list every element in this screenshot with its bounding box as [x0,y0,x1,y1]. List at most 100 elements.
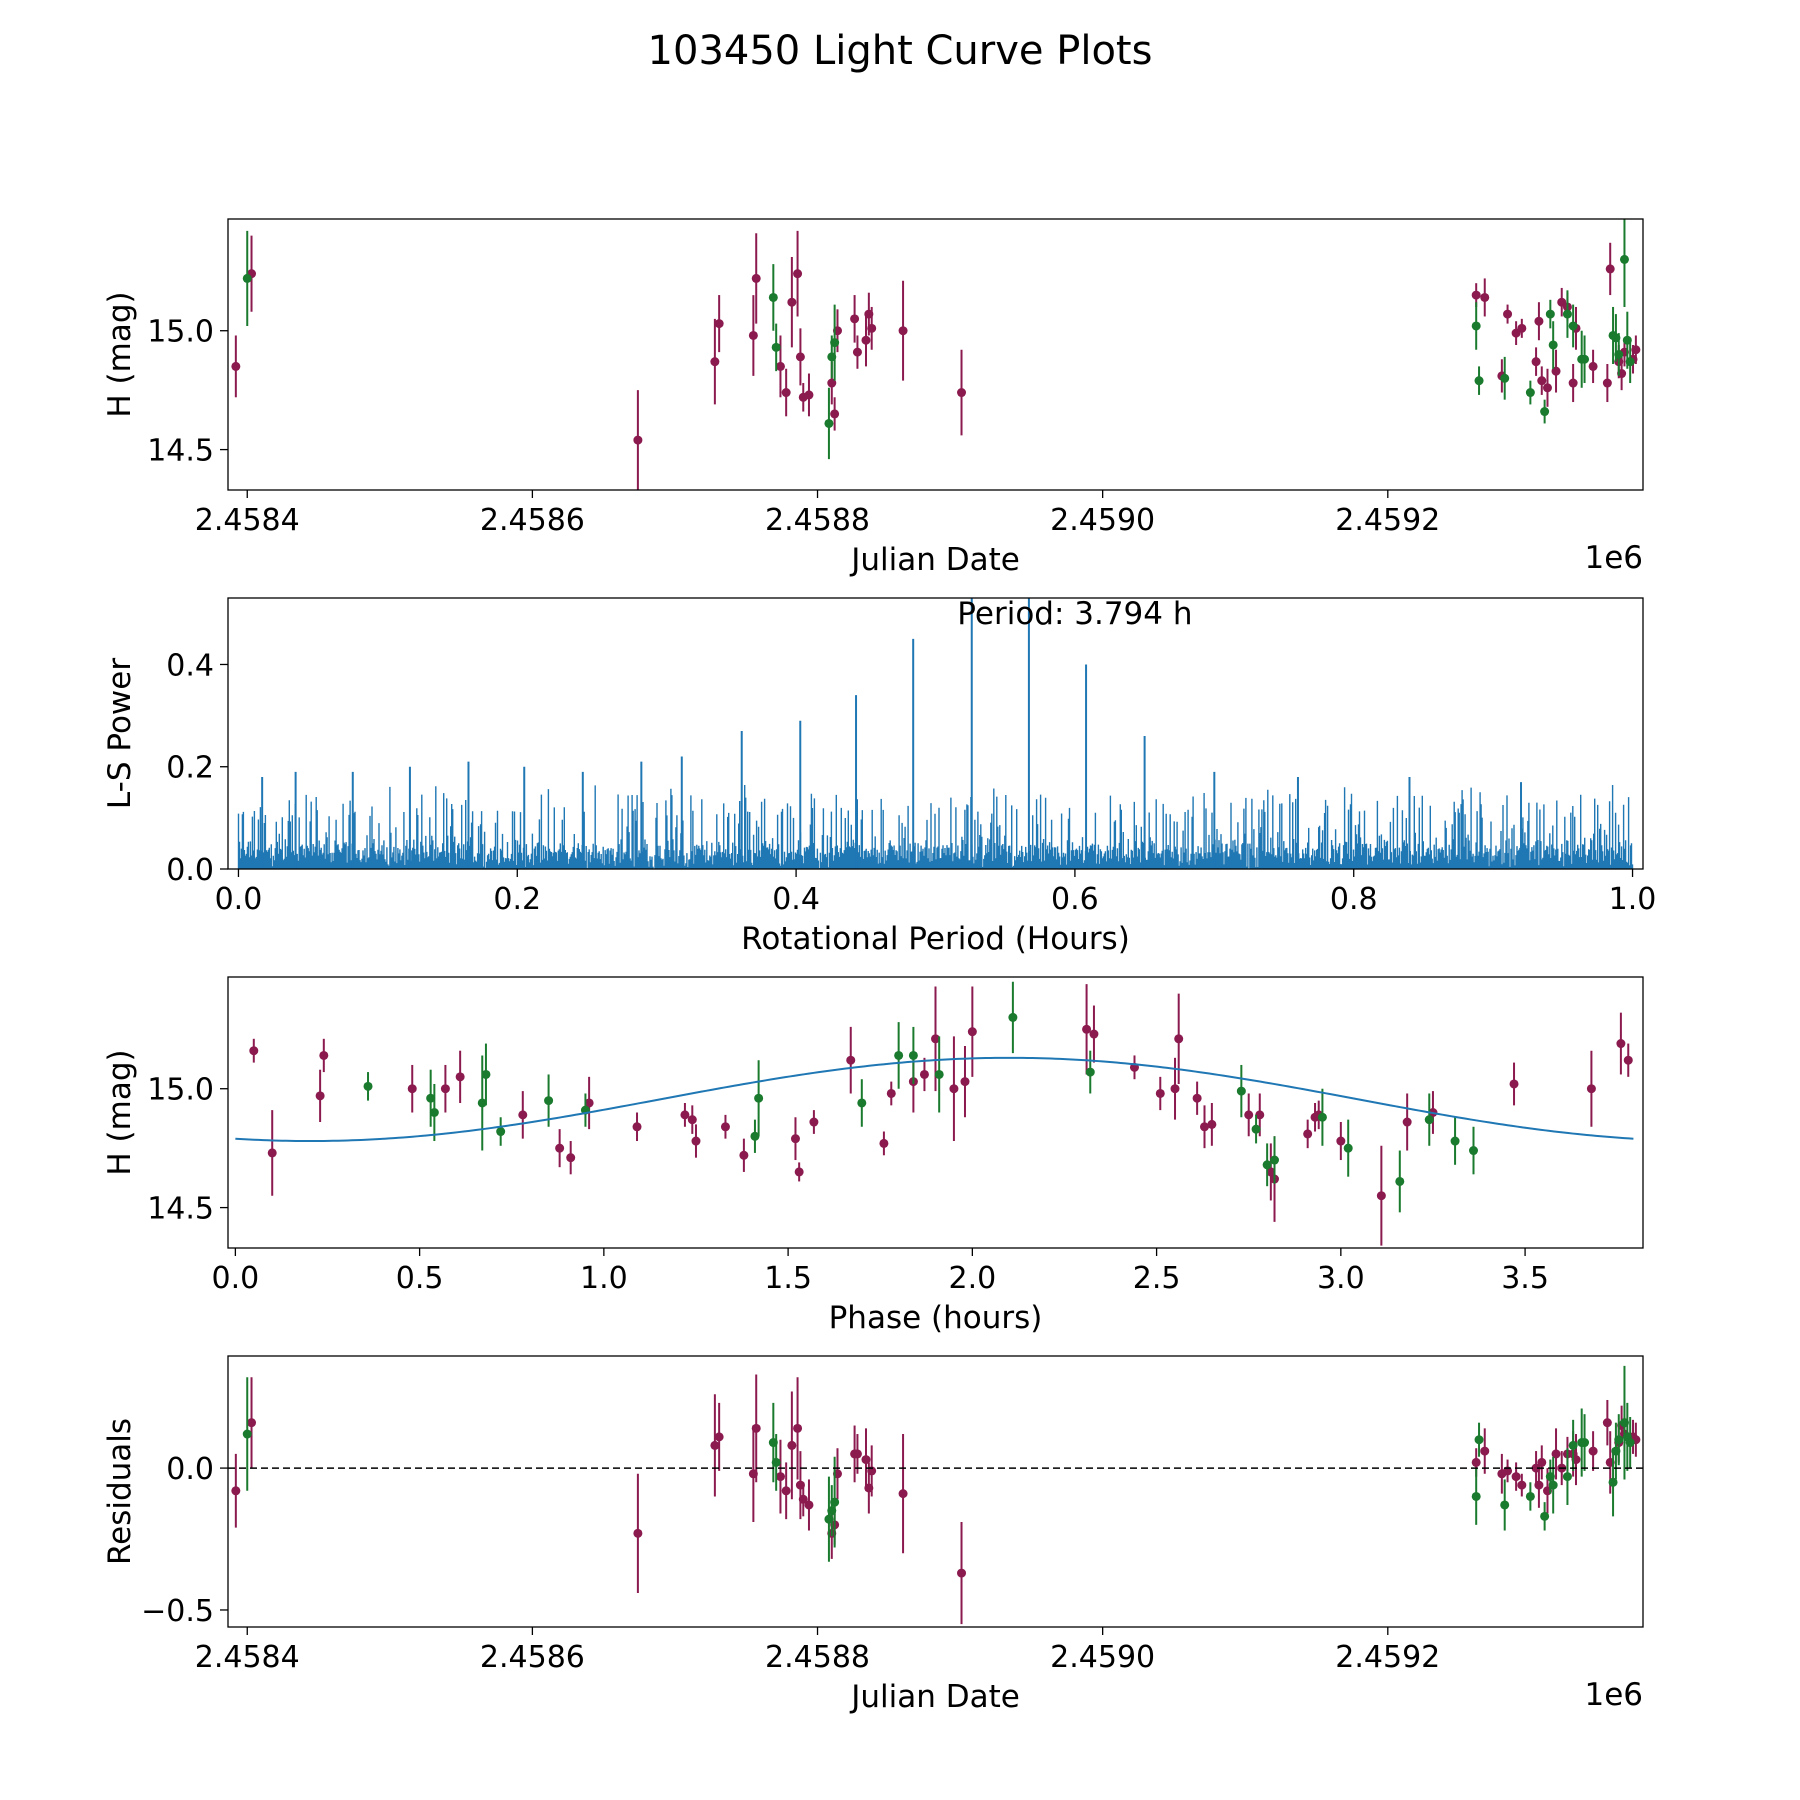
data-point [1616,1039,1626,1049]
data-point [1540,1511,1550,1521]
data-point [496,1127,506,1137]
data-point [1474,376,1484,386]
data-point [1540,407,1550,417]
data-point [1236,1086,1246,1096]
y-axis-label: H (mag) [102,291,138,417]
data-point [1174,1034,1184,1044]
axes-frame [227,218,1644,491]
data-point [1631,345,1641,355]
data-point [1471,290,1481,300]
panel-lomb-scargle-periodogram: Period: 3.794 h 0.0 0.2 0.4 0.6 0.8 1.0 0.0 0.2 0… [102,596,1656,957]
data-layer [231,219,1680,490]
x-tick-label: 3.5 [1501,1261,1549,1296]
series-green [363,981,1478,1213]
y-tick-label: 0.4 [166,648,214,683]
data-point [249,1046,259,1056]
panel-julian-date-magnitude: 2.4584 2.4586 2.4588 2.4590 2.4592 14.5 15.0 Ju… [102,218,1680,578]
x-axis-label: Rotational Period (Hours) [741,921,1130,957]
data-point [1317,1112,1327,1122]
data-point [1608,1477,1618,1487]
figure-title: 103450 Light Curve Plots [648,28,1153,74]
data-point [1668,1393,1677,1402]
data-point [231,1486,241,1496]
series-magenta [249,984,1633,1246]
data-point [1671,281,1680,290]
data-point [1395,1176,1405,1186]
data-point [710,357,720,367]
data-point [1588,1446,1598,1456]
x-tick-label: 0.4 [772,882,820,917]
data-point [1471,1457,1481,1467]
data-point [1614,1435,1624,1445]
x-tick-label: 3.0 [1317,1261,1365,1296]
data-point [1625,1438,1635,1448]
x-tick-label: 0.0 [215,882,263,917]
data-point [714,1432,724,1442]
x-tick-label: 2.4586 [480,503,585,538]
data-point [1666,279,1675,288]
x-tick-label: 1.5 [764,1261,812,1296]
y-tick-label: 0.0 [166,853,214,888]
x-tick-label: 2.4590 [1050,1640,1155,1675]
data-point [555,1143,565,1153]
data-point [1270,1155,1280,1165]
data-point [1534,316,1544,326]
data-point [315,1091,325,1101]
data-point [1654,1435,1663,1444]
data-point [632,1122,642,1132]
data-point [1089,1029,1099,1039]
data-point [1424,1115,1434,1125]
data-point [1657,1415,1666,1424]
data-point [440,1084,450,1094]
data-point [363,1081,373,1091]
data-point [1244,1110,1254,1120]
data-point [1480,1446,1490,1456]
data-point [1255,1110,1265,1120]
data-point [739,1150,749,1160]
data-point [319,1050,329,1060]
data-point [1542,383,1552,393]
data-point [931,1034,940,1044]
data-point [1537,376,1547,386]
data-point [1588,361,1598,371]
data-point [1671,1427,1680,1436]
data-point [867,323,877,333]
data-layer [235,981,1634,1246]
x-tick-label: 2.4584 [195,1640,300,1675]
data-point [1262,1160,1272,1170]
data-point [1207,1119,1217,1129]
data-point [267,1148,277,1158]
data-point [1471,321,1481,331]
x-axis-label: Julian Date [849,1679,1020,1715]
y-axis-label: L-S Power [102,658,138,809]
data-point [1480,292,1490,302]
x-axis-label: Phase (hours) [829,1300,1043,1336]
data-point [1580,1438,1590,1448]
data-point [1562,1472,1572,1482]
data-point [1545,309,1555,319]
data-point [1525,388,1535,398]
series-magenta [231,1374,1680,1625]
data-point [861,335,871,345]
data-point [544,1096,554,1106]
y-axis-label: Residuals [102,1418,138,1565]
x-tick-label: 1.0 [580,1261,628,1296]
axes-frame [227,976,1644,1249]
data-point [1602,378,1612,388]
data-point [426,1093,436,1103]
x-tick-label: 2.4592 [1335,503,1440,538]
x-tick-label: 0.0 [212,1261,260,1296]
x-tick-label: 2.4586 [480,1640,585,1675]
data-point [809,1117,819,1127]
data-point [1500,1500,1510,1510]
x-axis-label: Julian Date [849,542,1020,578]
x-tick-label: 2.4588 [765,1640,870,1675]
series-green [242,1365,1635,1562]
data-point [1303,1129,1313,1139]
data-point [827,378,837,388]
x-tick-label: 0.5 [396,1261,444,1296]
data-point [898,1489,908,1499]
x-tick-label: 2.4588 [765,503,870,538]
data-point [750,1131,760,1141]
data-point [1008,1012,1018,1022]
